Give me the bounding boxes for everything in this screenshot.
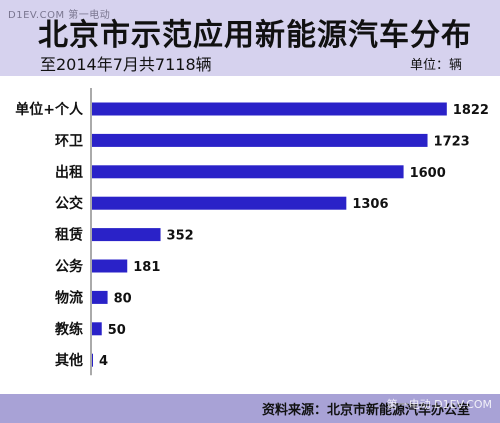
unit-label: 单位：辆: [409, 58, 462, 73]
category-label: 物流: [55, 289, 83, 306]
category-label: 公务: [55, 258, 84, 275]
category-label: 环卫: [55, 133, 83, 149]
watermark-bottom: 第一电动 D1EV.COM: [386, 398, 492, 411]
bar: [92, 290, 108, 304]
bar: [92, 322, 102, 336]
value-label: 1306: [352, 197, 388, 212]
value-label: 1600: [410, 166, 446, 181]
chart-title: 北京市示范应用新能源汽车分布: [38, 18, 472, 53]
watermark-top: D1EV.COM 第一电动: [8, 10, 111, 21]
bar: [92, 259, 128, 273]
category-label: 公交: [55, 195, 83, 212]
bar: [92, 165, 404, 179]
value-label: 1822: [453, 103, 489, 118]
bar: [92, 102, 447, 116]
bar: [92, 228, 161, 242]
value-label: 50: [108, 323, 126, 338]
plot-area: 单位+个人 1822 环卫 1723 出租 1600 公交 1306 租赁 352 公务 181 物流 8…: [0, 76, 500, 394]
chart-header: D1EV.COM 第一电动 北京市示范应用新能源汽车分布 至2014年7月共71…: [0, 0, 500, 76]
chart-footer: 资料来源：北京市新能源汽车办公室 第一电动 D1EV.COM: [0, 394, 500, 423]
chart-subtitle: 至2014年7月共7118辆: [40, 55, 212, 74]
category-label: 教练: [55, 321, 83, 338]
value-label: 181: [133, 260, 160, 275]
bar-chart: 单位+个人 1822 环卫 1723 出租 1600 公交 1306 租赁 352 公务 181 物流 8…: [15, 88, 489, 376]
bar: [92, 353, 93, 367]
value-label: 1723: [434, 134, 470, 149]
value-label: 80: [114, 291, 132, 306]
bar: [92, 196, 347, 210]
category-label: 其他: [55, 352, 83, 369]
category-label: 单位+个人: [15, 101, 84, 118]
category-label: 出租: [55, 164, 83, 181]
value-label: 352: [167, 229, 194, 244]
bar: [92, 133, 428, 147]
value-label: 4: [99, 354, 108, 369]
source-label: 资料来源：北京市新能源汽车办公室: [261, 403, 470, 418]
category-label: 租赁: [55, 227, 83, 244]
